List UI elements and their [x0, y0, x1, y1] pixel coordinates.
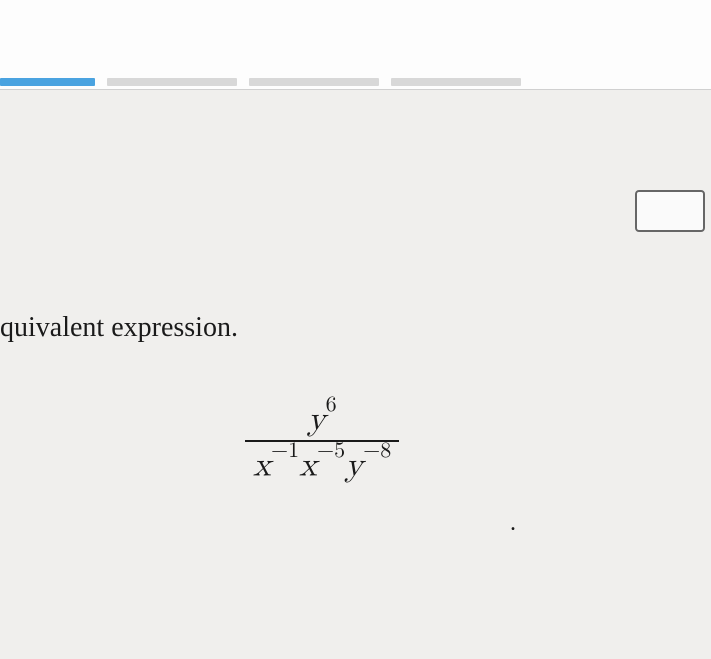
header-area [0, 0, 711, 90]
fraction-numerator: y6 [245, 400, 399, 440]
content-area: quivalent expression. y6 x−1x−5y−8 . [0, 90, 711, 659]
progress-segment-4 [391, 78, 521, 86]
den-term-3-exp: −8 [363, 440, 391, 462]
prompt-text: quivalent expression. [0, 312, 238, 344]
answer-input[interactable] [635, 190, 705, 232]
den-term-1-exp: −1 [271, 440, 299, 462]
progress-segment-1 [0, 78, 95, 86]
den-term-2-base: x [299, 449, 317, 483]
den-term-2-exp: −5 [317, 440, 345, 462]
num-base: y [308, 402, 326, 436]
trailing-dot: . [510, 510, 516, 537]
fraction-denominator: x−1x−5y−8 [245, 442, 399, 482]
progress-segment-3 [249, 78, 379, 86]
progress-segment-2 [107, 78, 237, 86]
den-term-3-base: y [345, 449, 363, 483]
den-term-1-base: x [253, 449, 271, 483]
progress-bar [0, 78, 521, 86]
math-expression: y6 x−1x−5y−8 [245, 400, 399, 483]
num-exp: 6 [326, 394, 337, 416]
